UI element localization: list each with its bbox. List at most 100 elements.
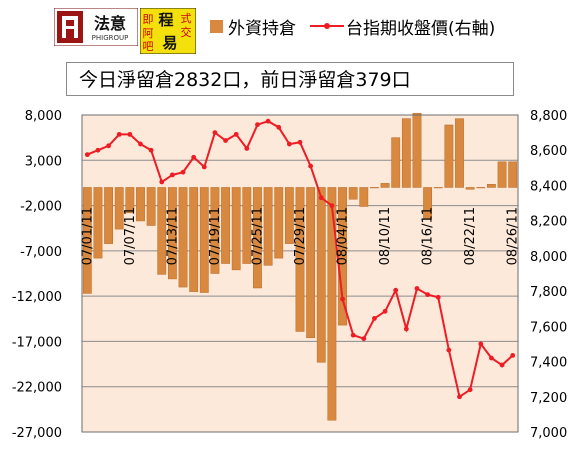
index-futures-point bbox=[435, 294, 441, 300]
y-right-tick-label: 8,200 bbox=[530, 215, 567, 230]
index-futures-point bbox=[116, 131, 122, 137]
foreign-position-bar bbox=[178, 187, 188, 288]
index-futures-point bbox=[393, 287, 399, 293]
index-futures-point bbox=[308, 163, 314, 169]
foreign-position-bar bbox=[433, 187, 443, 189]
plot-border bbox=[81, 114, 519, 433]
index-futures-point bbox=[180, 169, 186, 175]
legend-line-label: 台指期收盤價(右軸) bbox=[346, 18, 496, 39]
program-trading-logo: 即 程 式 阿 交 易 吧 bbox=[140, 8, 196, 54]
index-futures-point bbox=[414, 286, 420, 291]
index-futures-point bbox=[467, 387, 473, 393]
x-tick-label: 08/10/11 bbox=[378, 207, 393, 265]
legend-bar-label: 外資持倉 bbox=[228, 18, 296, 39]
index-futures-point bbox=[403, 326, 409, 332]
index-futures-point bbox=[244, 146, 250, 151]
svg-text:易: 易 bbox=[162, 34, 177, 52]
index-futures-point bbox=[255, 122, 260, 128]
index-futures-point bbox=[318, 195, 324, 201]
y-left-tick-label: -2,000 bbox=[20, 200, 62, 215]
foreign-position-bar bbox=[295, 187, 305, 332]
foreign-position-bar bbox=[487, 184, 496, 188]
index-futures-point bbox=[223, 138, 228, 143]
foreign-position-bar bbox=[274, 187, 284, 259]
foreign-position-bar bbox=[401, 118, 411, 188]
foreign-position-bar bbox=[391, 137, 401, 188]
foreign-position-bar bbox=[82, 187, 92, 294]
svg-text:吧: 吧 bbox=[143, 40, 154, 53]
foreign-position-bar bbox=[412, 112, 422, 188]
x-tick-label: 08/16/11 bbox=[421, 207, 436, 265]
svg-text:即: 即 bbox=[143, 13, 154, 26]
index-futures-point bbox=[382, 308, 388, 314]
foreign-position-bar bbox=[465, 187, 475, 190]
index-futures-point bbox=[361, 336, 367, 342]
foreign-position-bar bbox=[114, 187, 124, 230]
foreign-position-bar bbox=[306, 187, 316, 339]
index-futures-point bbox=[233, 131, 239, 137]
index-futures-point bbox=[148, 147, 154, 153]
foreign-position-bar bbox=[455, 118, 464, 188]
position-summary-banner: 今日淨留倉2832口，前日淨留倉379口 bbox=[66, 62, 514, 96]
index-futures-point bbox=[499, 362, 505, 368]
index-futures-point bbox=[191, 154, 197, 160]
index-futures-point bbox=[159, 179, 165, 185]
y-right-tick-label: 8,800 bbox=[530, 109, 567, 124]
x-tick-label: 08/26/11 bbox=[506, 207, 521, 265]
foreign-position-bar bbox=[221, 187, 230, 264]
index-futures-point bbox=[95, 147, 101, 153]
phigroup-logo: 法意 PHIGROUP bbox=[54, 8, 138, 46]
foreign-position-bar bbox=[231, 187, 241, 271]
foreign-position-bar bbox=[370, 187, 379, 189]
x-tick-label: 08/04/11 bbox=[336, 207, 351, 265]
foreign-position-bar bbox=[348, 187, 358, 200]
foreign-position-bar bbox=[157, 187, 167, 275]
y-left-tick-label: -7,000 bbox=[20, 245, 62, 260]
foreign-position-bar bbox=[380, 183, 390, 188]
foreign-position-bar bbox=[146, 187, 156, 226]
index-futures-point bbox=[425, 292, 431, 298]
chart-legend: 外資持倉 台指期收盤價(右軸) bbox=[210, 13, 495, 39]
x-tick-label: 07/07/11 bbox=[123, 207, 138, 265]
index-futures-point bbox=[286, 141, 292, 147]
index-futures-point bbox=[106, 143, 111, 149]
x-tick-label: 07/29/11 bbox=[293, 207, 308, 265]
foreign-position-bar bbox=[189, 187, 199, 292]
y-left-tick-label: -27,000 bbox=[12, 426, 62, 441]
y-right-tick-label: 7,200 bbox=[530, 391, 567, 406]
index-futures-point bbox=[457, 394, 462, 400]
legend-bar-swatch bbox=[210, 19, 223, 33]
index-futures-point bbox=[446, 347, 452, 353]
index-futures-point bbox=[84, 152, 90, 158]
foreign-position-bar bbox=[210, 187, 220, 274]
legend-line-swatch bbox=[310, 19, 344, 33]
foreign-position-bar bbox=[316, 187, 326, 363]
y-right-tick-label: 7,400 bbox=[530, 356, 567, 371]
foreign-position-bar bbox=[423, 187, 433, 220]
index-futures-point bbox=[297, 139, 303, 145]
index-futures-point bbox=[201, 164, 207, 170]
y-left-tick-label: 3,000 bbox=[25, 154, 62, 169]
y-right-tick-label: 7,800 bbox=[530, 285, 567, 300]
index-futures-point bbox=[329, 203, 335, 209]
index-futures-point bbox=[350, 332, 356, 338]
y-left-tick-label: 8,000 bbox=[25, 109, 62, 124]
y-right-tick-label: 8,000 bbox=[530, 250, 567, 265]
logo-text: 法意 bbox=[94, 14, 126, 33]
y-left-tick-label: -22,000 bbox=[12, 381, 62, 396]
foreign-position-bar bbox=[93, 187, 103, 259]
index-futures-point bbox=[510, 352, 516, 358]
x-tick-label: 08/22/11 bbox=[463, 207, 478, 265]
svg-text:式: 式 bbox=[181, 12, 192, 25]
foreign-position-bar bbox=[253, 187, 262, 289]
index-futures-point bbox=[265, 118, 271, 124]
y-right-tick-label: 7,600 bbox=[530, 320, 567, 335]
foreign-position-bar bbox=[136, 187, 145, 222]
foreign-position-bar bbox=[284, 187, 294, 244]
foreign-position-bar bbox=[242, 187, 252, 264]
svg-text:交: 交 bbox=[181, 25, 192, 39]
index-futures-point bbox=[169, 172, 175, 178]
y-left-tick-label: -12,000 bbox=[12, 290, 62, 305]
index-futures-point bbox=[489, 355, 494, 361]
